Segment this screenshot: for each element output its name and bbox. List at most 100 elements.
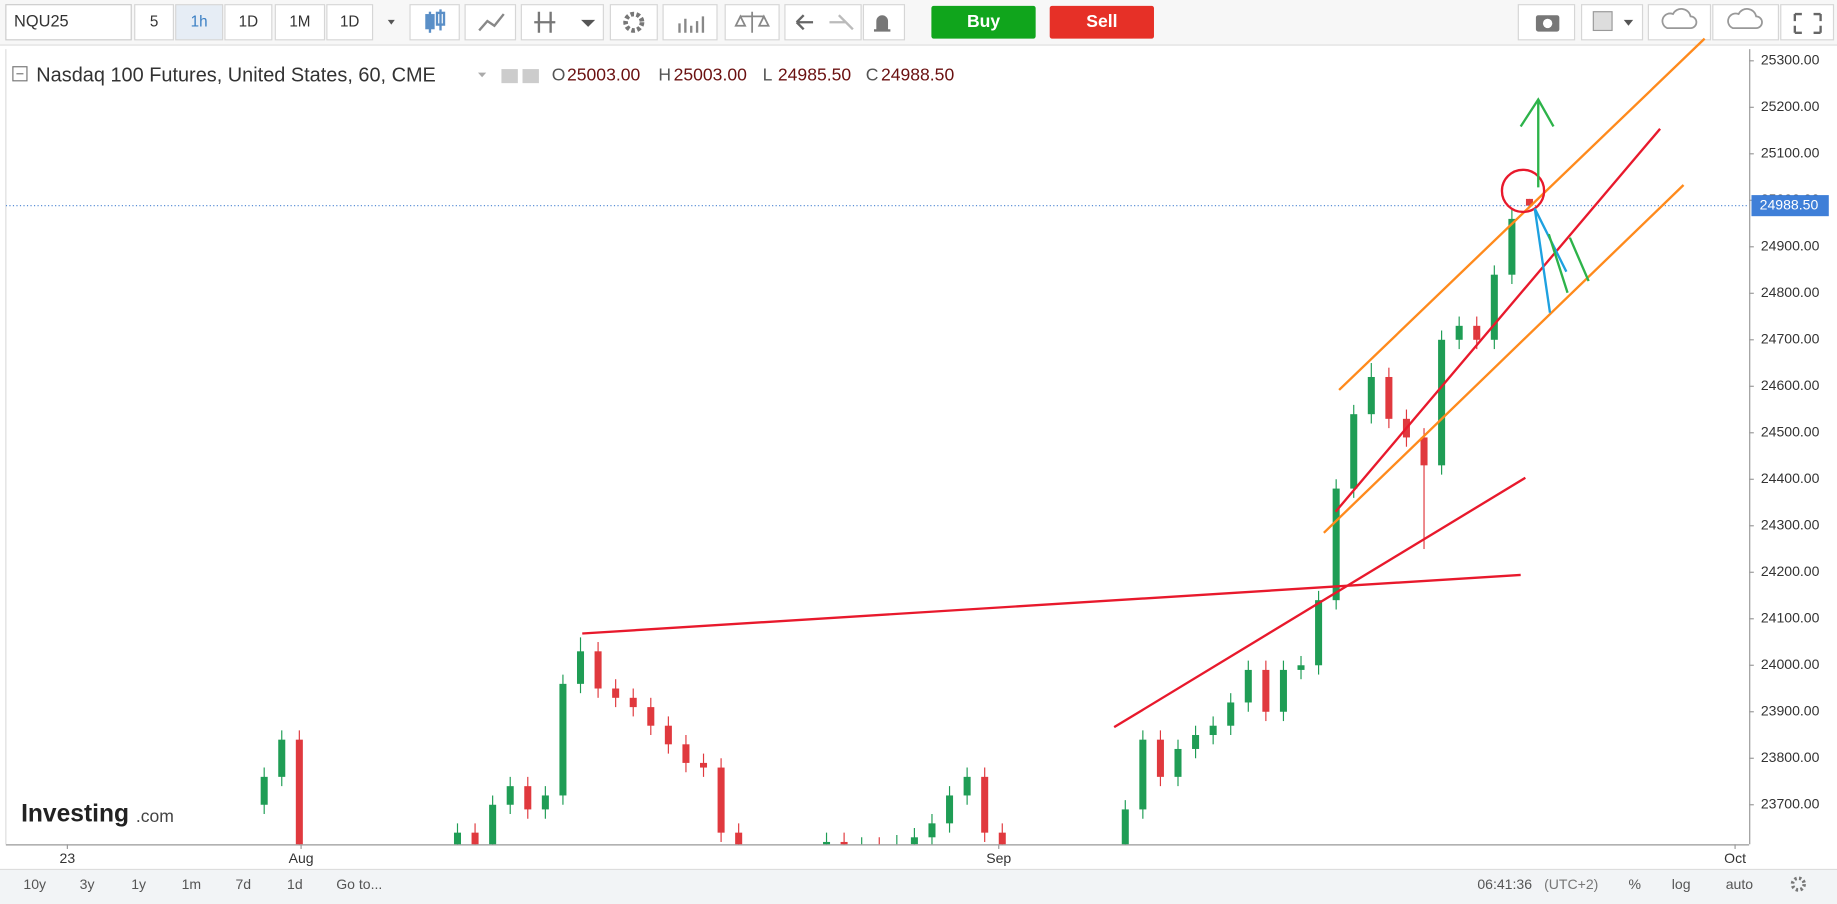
interval-buttons: 5 1h 1D 1M 1D: [134, 4, 374, 41]
undo-redo-button[interactable]: [784, 4, 862, 41]
chart-title: Nasdaq 100 Futures, United States, 60, C…: [36, 64, 436, 86]
interval-button[interactable]: [274, 4, 326, 41]
x-tick-label: Sep: [986, 850, 1011, 866]
y-tick-label: 24400.00: [1761, 470, 1820, 486]
fullscreen-button[interactable]: [1780, 4, 1835, 41]
candle-body: [453, 832, 462, 845]
candle-body: [1438, 339, 1446, 466]
candle-body: [576, 651, 585, 684]
candle-body: [946, 795, 954, 824]
footer: [0, 868, 1837, 904]
interval-button[interactable]: [224, 4, 273, 41]
candle-body: [981, 776, 989, 833]
symbol-input[interactable]: [5, 4, 132, 41]
clock: 06:41:36: [1477, 876, 1532, 892]
y-tick-label: 24500.00: [1761, 424, 1820, 440]
candle-body: [1262, 669, 1270, 712]
candle-body: [1508, 218, 1516, 275]
settings-icon[interactable]: [522, 69, 539, 84]
sell-label: Sell: [1086, 11, 1117, 31]
goto-button[interactable]: Go to...: [336, 876, 382, 892]
y-tick-label: 24700.00: [1761, 331, 1820, 347]
candle-body: [893, 844, 901, 845]
ohlc-value: 25003.00: [674, 65, 747, 85]
candle-body: [682, 744, 690, 763]
range-button[interactable]: 1m: [182, 876, 202, 892]
interval-button[interactable]: [326, 4, 374, 41]
sell-button[interactable]: [1049, 5, 1154, 39]
candle-body: [963, 776, 971, 796]
settings-button[interactable]: [609, 4, 658, 41]
scale-option[interactable]: %: [1628, 876, 1641, 892]
y-tick-label: 23700.00: [1761, 795, 1820, 811]
range-button[interactable]: 1d: [287, 876, 303, 892]
footer-items: 10y 3y 1y 1m 7d 1d Go to... 06:41:36 (UTC+2)% log…: [23, 876, 1753, 892]
interval-button[interactable]: [134, 4, 174, 41]
y-tick-label: 24900.00: [1761, 238, 1820, 254]
range-button[interactable]: 10y: [23, 876, 46, 892]
candle-body: [1315, 600, 1323, 666]
channel-line: [1323, 184, 1685, 534]
buy-button[interactable]: [931, 5, 1036, 39]
candle-body: [910, 837, 918, 845]
candle-body: [928, 823, 936, 838]
candle-body: [1227, 702, 1235, 726]
last-price-label: 24988.50: [1760, 196, 1819, 212]
candle-body: [1473, 325, 1481, 340]
interval-button[interactable]: [175, 4, 224, 41]
y-tick-label: 24800.00: [1761, 284, 1820, 300]
range-button[interactable]: 3y: [80, 876, 95, 892]
trend-line: [1113, 476, 1526, 729]
last-price-box: [1751, 195, 1829, 217]
candle-body: [1490, 274, 1498, 340]
x-tick-label: 23: [60, 850, 76, 866]
candle-body: [1297, 665, 1305, 670]
symbol: NQU25: [14, 13, 69, 31]
candle-body: [735, 832, 743, 845]
candle-body: [295, 739, 303, 845]
candle-body: [471, 832, 479, 845]
candle-body: [1156, 739, 1164, 777]
ohlc-key: H: [658, 65, 671, 85]
ohlc-key: L: [763, 65, 773, 85]
title-dropdown[interactable]: [477, 72, 487, 78]
scale-option[interactable]: log: [1672, 876, 1691, 892]
candle-body: [524, 786, 532, 810]
ohlc-value: 24988.50: [881, 65, 954, 85]
ohlc-key: C: [866, 65, 879, 85]
interval-label: 1D: [239, 13, 258, 30]
footer-settings[interactable]: [1790, 876, 1806, 892]
load-button[interactable]: [1647, 4, 1712, 41]
collapse-button[interactable]: [12, 66, 28, 82]
ohlc-key: O: [552, 65, 566, 85]
y-tick-label: 23900.00: [1761, 702, 1820, 718]
candle-body: [1455, 325, 1463, 340]
candle-body: [612, 688, 620, 698]
channel-line: [1338, 37, 1706, 391]
ohlc-legend: O 25003.00 H 25003.00 L 24985.50 C 24988.50: [552, 65, 955, 85]
visibility-icon[interactable]: [501, 69, 518, 84]
candle-body: [1139, 739, 1147, 810]
candle-body: [541, 795, 549, 810]
scale-option[interactable]: auto: [1726, 876, 1754, 892]
range-button[interactable]: 7d: [235, 876, 251, 892]
candle-body: [506, 786, 514, 805]
logo: Investing: [21, 801, 129, 828]
timezone[interactable]: (UTC+2): [1544, 876, 1598, 892]
candle-body: [489, 804, 497, 845]
ohlc-value: 25003.00: [567, 65, 640, 85]
candle-body: [1367, 376, 1375, 415]
axes: 23700.00 23800.00 23900.00 24000.00 24100.00…: [60, 52, 1829, 866]
y-tick-label: 23800.00: [1761, 749, 1820, 765]
x-tick-label: Aug: [289, 850, 314, 866]
save-button[interactable]: [1712, 4, 1780, 41]
range-button[interactable]: 1y: [131, 876, 146, 892]
candle-body: [998, 832, 1006, 845]
y-tick-label: 24000.00: [1761, 656, 1820, 672]
interval-label: 5: [150, 13, 158, 30]
indicators-button[interactable]: [662, 4, 718, 41]
logo-suffix: .com: [136, 806, 174, 826]
up-arrow: [1519, 97, 1555, 188]
candle-body: [1385, 376, 1393, 419]
